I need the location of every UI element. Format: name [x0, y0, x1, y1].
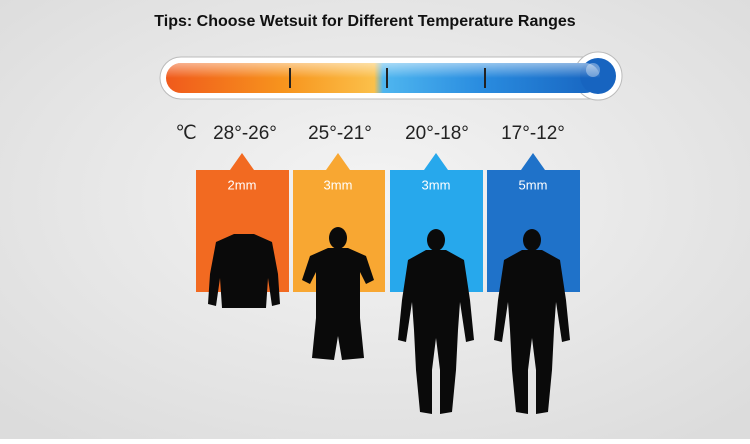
temperature-range: 20°-18°: [405, 123, 469, 144]
wetsuit-shorty: [302, 227, 374, 360]
thickness: 3mm: [324, 177, 353, 192]
temperature-range: 17°-12°: [501, 123, 565, 144]
thickness: 2mm: [228, 177, 257, 192]
thermometer: [159, 51, 623, 101]
temperature-range: 25°-21°: [308, 123, 372, 144]
thickness: 3mm: [422, 177, 451, 192]
title: Tips: Choose Wetsuit for Different Tempe…: [154, 13, 576, 30]
thickness: 5mm: [519, 177, 548, 192]
temperature-range: 28°-26°: [213, 123, 277, 144]
wetsuit-top: [208, 234, 280, 308]
wetsuit-full: [494, 229, 570, 414]
unit-label: ℃: [175, 123, 196, 144]
wetsuit-full: [398, 229, 474, 414]
